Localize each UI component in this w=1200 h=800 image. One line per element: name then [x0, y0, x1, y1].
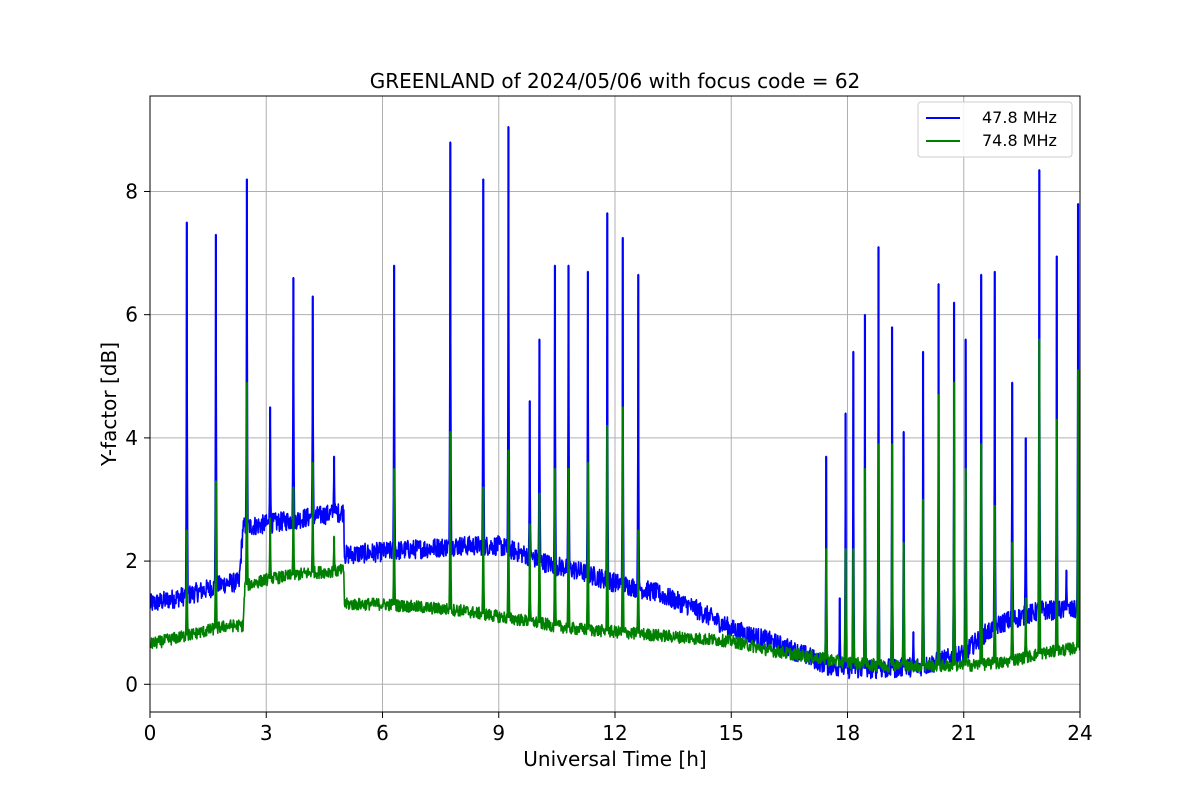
chart-title: GREENLAND of 2024/05/06 with focus code …	[370, 69, 861, 93]
x-tick-label: 15	[719, 721, 744, 745]
x-tick-label: 12	[602, 721, 627, 745]
y-tick-label: 0	[125, 672, 138, 696]
legend: 47.8 MHz 74.8 MHz	[917, 101, 1073, 158]
y-axis-label: Y-factor [dB]	[97, 342, 121, 467]
x-tick-label: 6	[376, 721, 389, 745]
y-tick-label: 2	[125, 549, 138, 573]
y-tick-label: 4	[125, 426, 138, 450]
y-tick-label: 6	[125, 303, 138, 327]
series-line-1	[150, 338, 1080, 673]
x-tick-label: 9	[492, 721, 505, 745]
y-tick-label: 8	[125, 179, 138, 203]
x-tick-label: 18	[835, 721, 860, 745]
x-tick-label: 24	[1067, 721, 1092, 745]
x-axis-label: Universal Time [h]	[523, 747, 706, 771]
legend-label-47-8: 47.8 MHz	[982, 108, 1057, 127]
series-layer	[150, 126, 1080, 680]
x-tick-label: 3	[260, 721, 273, 745]
x-tick-label: 21	[951, 721, 976, 745]
legend-box	[917, 101, 1073, 158]
x-tick-label: 0	[144, 721, 157, 745]
legend-label-74-8: 74.8 MHz	[982, 131, 1057, 150]
